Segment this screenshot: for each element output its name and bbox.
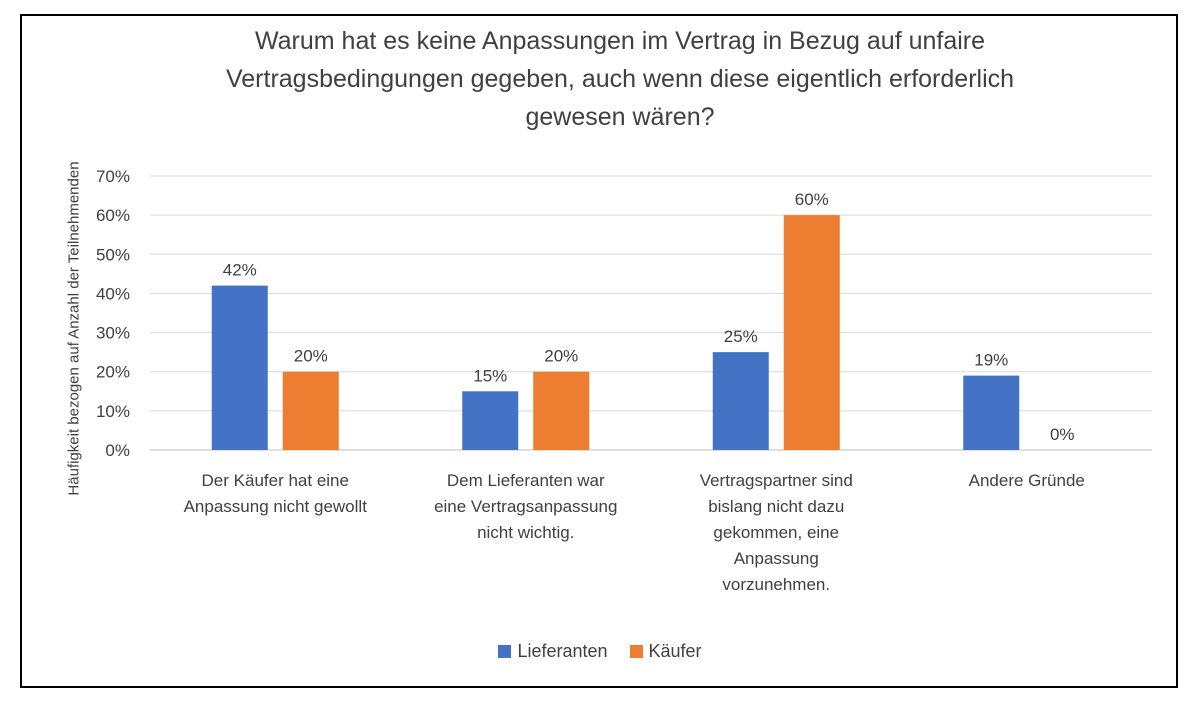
y-tick-label: 70% xyxy=(96,167,130,186)
bar-kaeufer xyxy=(533,371,590,450)
data-label: 25% xyxy=(724,327,758,346)
legend-swatch-kaeufer xyxy=(629,645,643,658)
x-category-label: nicht wichtig. xyxy=(477,523,574,542)
x-category-label: Andere Gründe xyxy=(969,471,1085,490)
bar-kaeufer xyxy=(282,371,339,450)
legend-item-lieferanten: Lieferanten xyxy=(498,641,608,662)
legend-label-kaeufer: Käufer xyxy=(648,641,702,661)
y-tick-label: 40% xyxy=(96,284,130,303)
x-category-label: Dem Lieferanten war xyxy=(447,471,605,490)
bar-lieferanten xyxy=(211,285,268,450)
x-category-label: Der Käufer hat eine xyxy=(202,471,349,490)
x-category-label: vorzunehmen. xyxy=(722,575,830,594)
y-tick-label: 30% xyxy=(96,324,130,343)
data-label: 20% xyxy=(294,347,328,366)
x-category-label: bislang nicht dazu xyxy=(708,497,844,516)
legend: Lieferanten Käufer xyxy=(0,641,1200,662)
legend-label-lieferanten: Lieferanten xyxy=(517,641,608,661)
legend-item-kaeufer: Käufer xyxy=(629,641,702,662)
y-tick-label: 50% xyxy=(96,245,130,264)
bar-lieferanten xyxy=(712,352,769,450)
chart-title: Warum hat es keine Anpassungen im Vertra… xyxy=(120,22,1120,136)
bar-lieferanten xyxy=(462,391,519,450)
x-category-label: Anpassung nicht gewollt xyxy=(184,497,368,516)
y-tick-label: 60% xyxy=(96,206,130,225)
data-label: 15% xyxy=(473,366,507,385)
chart-title-line: Vertragsbedingungen gegeben, auch wenn d… xyxy=(225,65,1015,93)
legend-swatch-lieferanten xyxy=(498,645,512,658)
y-tick-label: 0% xyxy=(105,441,130,460)
chart-title-line: Warum hat es keine Anpassungen im Vertra… xyxy=(254,27,986,55)
data-label: 20% xyxy=(544,347,578,366)
x-category-label: eine Vertragsanpassung xyxy=(434,497,617,516)
data-label: 60% xyxy=(795,190,829,209)
chart-title-line: gewesen wären? xyxy=(525,103,715,131)
x-category-label: Vertragspartner sind xyxy=(700,471,853,490)
y-tick-label: 20% xyxy=(96,363,130,382)
x-category-label: gekommen, eine xyxy=(713,523,839,542)
y-tick-label: 10% xyxy=(96,402,130,421)
bar-lieferanten xyxy=(963,375,1020,450)
bar-kaeufer xyxy=(783,215,840,450)
x-category-label: Anpassung xyxy=(734,549,819,568)
data-label: 0% xyxy=(1050,425,1075,444)
data-label: 42% xyxy=(223,261,257,280)
data-label: 19% xyxy=(974,351,1008,370)
